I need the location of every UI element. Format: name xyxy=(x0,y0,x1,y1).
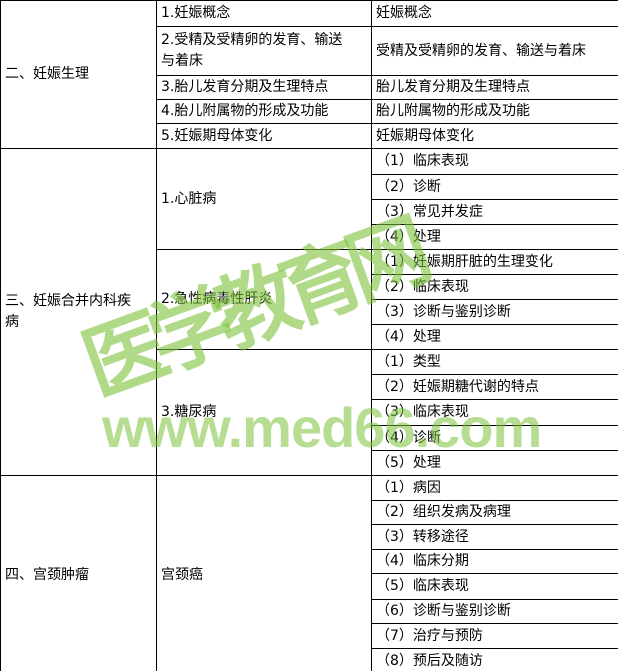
table-row: （2）临床表现 xyxy=(1,274,618,300)
table-row: 2.受精及受精卵的发育、输送 与着床 受精及受精卵的发育、输送与着床 xyxy=(1,26,618,76)
table-row: （8）预后及随访 xyxy=(1,648,618,671)
detail-cell: （3）常见并发症 xyxy=(371,199,618,225)
detail-cell: （1）病因 xyxy=(371,475,618,501)
detail-cell: （4）诊断 xyxy=(371,425,618,451)
detail-cell: （3）诊断与鉴别诊断 xyxy=(371,299,618,325)
table-row: 5.妊娠期母体变化 妊娠期母体变化 xyxy=(1,123,618,149)
table-row: （3）常见并发症 xyxy=(1,199,618,225)
table-row: （4）诊断 xyxy=(1,425,618,451)
section-title-cell: 二、妊娠生理 xyxy=(0,0,157,149)
detail-cell: 胎儿附属物的形成及功能 xyxy=(371,99,618,124)
table-row: （2）组织发病及病理 xyxy=(1,500,618,525)
detail-cell: （4）处理 xyxy=(371,324,618,350)
table-row: 2.急性病毒性肝炎 （1）妊娠期肝脏的生理变化 xyxy=(1,249,618,350)
topic-cell: 宫颈癌 xyxy=(156,475,372,671)
section-title-cell: 三、妊娠合并内科疾 病 xyxy=(0,148,157,476)
detail-cell: （8）预后及随访 xyxy=(371,648,618,671)
table-row: （4）临床分期 xyxy=(1,549,618,574)
table-row: 四、宫颈肿瘤 宫颈癌 （1）病因 xyxy=(0,475,618,671)
table-row: （2）诊断 xyxy=(1,174,618,200)
table-row: （7）治疗与预防 xyxy=(1,623,618,649)
detail-cell: （5）临床表现 xyxy=(371,573,618,600)
table-row: 4.胎儿附属物的形成及功能 胎儿附属物的形成及功能 xyxy=(1,99,618,124)
detail-cell: （5）处理 xyxy=(371,450,618,476)
detail-cell: （2）诊断 xyxy=(371,174,618,200)
topic-cell: 3.胎儿发育分期及生理特点 xyxy=(156,75,372,100)
detail-cell: （2）临床表现 xyxy=(371,274,618,300)
detail-cell: （3）转移途径 xyxy=(371,524,618,550)
detail-cell: 妊娠期母体变化 xyxy=(371,123,618,149)
detail-cell: （7）治疗与预防 xyxy=(371,623,618,649)
section-title-cell: 四、宫颈肿瘤 xyxy=(0,475,157,671)
detail-cell: （1）妊娠期肝脏的生理变化 xyxy=(371,249,618,275)
detail-cell: （3）临床表现 xyxy=(371,399,618,426)
table-row: 三、妊娠合并内科疾 病 1.心脏病 （1）临床表现 xyxy=(0,148,618,476)
table-row: 3.胎儿发育分期及生理特点 胎儿发育分期及生理特点 xyxy=(1,75,618,100)
detail-cell: 受精及受精卵的发育、输送与着床 xyxy=(371,26,618,76)
detail-cell: （4）处理 xyxy=(371,224,618,250)
topic-cell: 3.糖尿病 xyxy=(156,349,372,476)
topic-cell: 2.受精及受精卵的发育、输送 与着床 xyxy=(156,26,372,76)
detail-cell: （4）临床分期 xyxy=(371,549,618,574)
detail-cell: 妊娠概念 xyxy=(371,0,618,27)
topic-cell: 1.妊娠概念 xyxy=(156,0,372,27)
detail-cell: （1）类型 xyxy=(371,349,618,375)
detail-cell: （1）临床表现 xyxy=(371,148,618,175)
detail-cell: （2）妊娠期糖代谢的特点 xyxy=(371,374,618,400)
detail-cell: （6）诊断与鉴别诊断 xyxy=(371,599,618,624)
topic-cell: 1.心脏病 xyxy=(156,148,372,250)
topic-cell: 5.妊娠期母体变化 xyxy=(156,123,372,149)
detail-cell: （2）组织发病及病理 xyxy=(371,500,618,525)
table-row: 二、妊娠生理 1.妊娠概念 妊娠概念 xyxy=(0,0,618,149)
topic-cell: 4.胎儿附属物的形成及功能 xyxy=(156,99,372,124)
detail-cell: 胎儿发育分期及生理特点 xyxy=(371,75,618,100)
topic-cell: 2.急性病毒性肝炎 xyxy=(156,249,372,350)
